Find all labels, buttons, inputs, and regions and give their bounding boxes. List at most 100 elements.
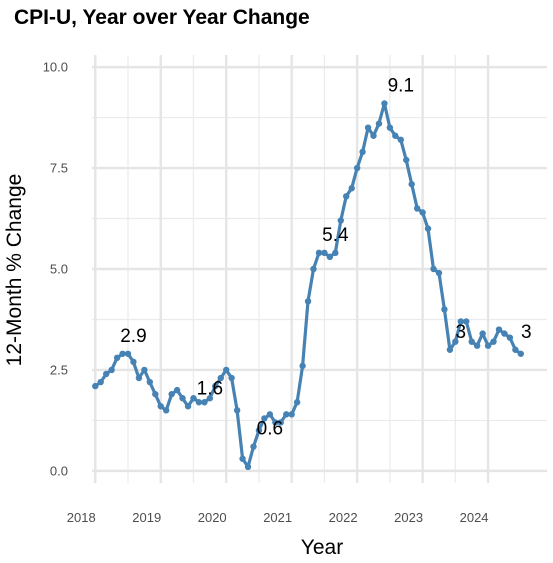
data-point — [206, 395, 214, 402]
data-point — [293, 399, 301, 406]
data-point — [201, 399, 208, 406]
data-label: 1.6 — [197, 378, 223, 399]
data-point — [381, 100, 388, 107]
data-point — [506, 334, 514, 341]
data-point — [277, 419, 284, 426]
data-point — [130, 358, 137, 366]
data-point — [266, 411, 274, 418]
data-point — [452, 338, 459, 345]
data-point — [190, 395, 197, 402]
data-label: 0.6 — [257, 419, 283, 440]
x-tick-label: 2019 — [132, 510, 161, 525]
data-point — [179, 395, 186, 402]
data-point — [288, 411, 295, 418]
data-point — [370, 132, 377, 139]
data-point — [512, 346, 519, 353]
data-label: 3 — [521, 322, 532, 343]
data-point — [332, 249, 339, 257]
data-points — [92, 100, 525, 471]
series-line — [94, 101, 522, 469]
data-point — [135, 374, 143, 382]
x-tick-label: 2022 — [329, 510, 358, 525]
data-point — [473, 342, 481, 349]
data-point — [457, 318, 464, 325]
data-point — [310, 265, 317, 273]
data-point — [239, 455, 246, 462]
data-point — [463, 318, 470, 325]
data-point — [228, 374, 235, 382]
data-point — [413, 205, 421, 212]
data-point — [337, 217, 344, 224]
data-point — [283, 411, 290, 418]
data-point — [348, 185, 355, 192]
data-point — [419, 209, 426, 216]
x-tick-label: 2023 — [394, 510, 423, 525]
x-tick-label: 2018 — [67, 510, 96, 525]
data-point — [424, 225, 432, 232]
data-point — [255, 427, 263, 434]
data-point — [97, 378, 104, 386]
x-axis-title: Year — [301, 536, 343, 559]
data-point — [321, 249, 328, 257]
data-point — [435, 269, 443, 277]
y-tick-label: 10.0 — [43, 60, 68, 75]
data-label: 9.1 — [388, 75, 414, 96]
data-point — [103, 370, 110, 378]
data-point — [484, 342, 492, 349]
grid-lines — [92, 55, 547, 483]
data-point — [108, 366, 115, 374]
data-label: 5.4 — [322, 225, 349, 246]
data-point — [223, 366, 230, 374]
data-point — [392, 132, 399, 139]
data-point — [501, 330, 508, 337]
data-point — [244, 463, 252, 471]
data-point — [184, 403, 192, 410]
data-point — [250, 443, 257, 450]
data-point — [364, 124, 372, 131]
data-point — [92, 382, 99, 390]
y-axis-title: 12-Month % Change — [3, 174, 26, 367]
data-point — [430, 265, 437, 273]
data-point — [113, 354, 121, 362]
x-tick-label: 2024 — [460, 510, 489, 525]
y-tick-label: 0.0 — [50, 463, 68, 478]
y-tick-label: 2.5 — [50, 362, 68, 377]
data-point — [212, 382, 219, 390]
data-point — [468, 338, 475, 345]
data-point — [397, 136, 405, 143]
data-point — [441, 306, 448, 313]
data-labels: 2.9 1.6 0.6 5.4 9.1 3 3 — [120, 75, 531, 439]
data-point — [490, 338, 497, 345]
x-tick-labels: 2018 2019 2020 2021 2022 2023 2024 — [67, 510, 489, 525]
data-point — [326, 253, 334, 261]
x-tick-label: 2021 — [263, 510, 292, 525]
data-point — [272, 419, 279, 426]
data-point — [173, 386, 181, 394]
data-point — [119, 350, 126, 357]
data-point — [446, 346, 454, 353]
data-point — [353, 164, 361, 172]
data-label: 3 — [455, 322, 466, 343]
data-point — [261, 415, 268, 422]
data-point — [124, 350, 132, 357]
data-point — [304, 298, 312, 305]
data-point — [375, 120, 383, 127]
data-point — [408, 181, 415, 188]
data-point — [152, 390, 159, 398]
data-point — [217, 374, 224, 382]
data-point — [157, 403, 164, 410]
data-point — [141, 366, 148, 374]
y-tick-label: 5.0 — [50, 262, 68, 277]
data-point — [495, 326, 503, 333]
data-point — [479, 330, 486, 337]
data-point — [315, 249, 323, 257]
data-point — [299, 362, 306, 370]
data-point — [168, 390, 175, 398]
data-point — [343, 193, 350, 200]
data-point — [386, 124, 394, 131]
data-point — [146, 378, 154, 386]
chart-title: CPI-U, Year over Year Change — [14, 6, 310, 29]
data-label: 2.9 — [120, 326, 146, 347]
data-point — [359, 148, 366, 156]
